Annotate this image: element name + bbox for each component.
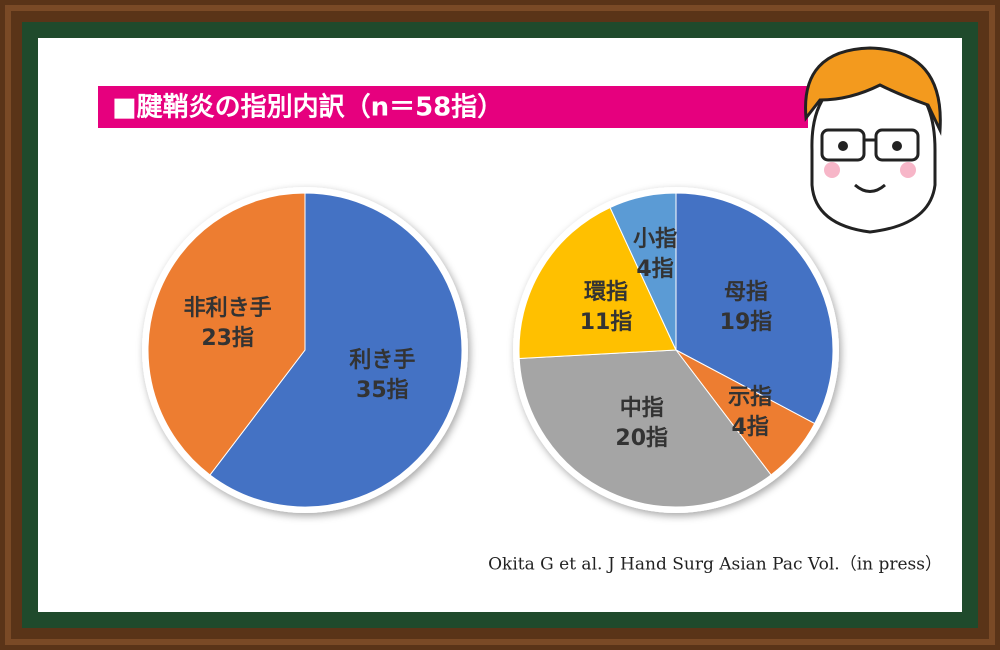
slice-name: 環指 [584,280,628,305]
slice-value: 4指 [732,415,769,440]
slice-name: 中指 [620,396,664,421]
pie-slice [518,349,772,508]
pie-slice [209,192,463,508]
slice-name: 非利き手 [184,296,272,321]
slice-name: 小指 [633,227,677,252]
title-bar [98,86,808,128]
slice-name: 母指 [724,280,768,305]
citation: Okita G et al. J Hand Surg Asian Pac Vol… [488,555,942,575]
slice-value: 11指 [580,310,633,335]
slice-name: 示指 [728,385,772,410]
slice-value: 35指 [356,378,409,403]
pie-slice [518,206,677,360]
title: ■腱鞘炎の指別内訳（n＝58指） [112,92,503,123]
face [804,46,942,234]
slice-value: 19指 [720,310,773,335]
slice-value: 23指 [201,326,254,351]
pie-slice [609,192,677,351]
pie-slice [147,192,306,476]
slice-name: 利き手 [349,348,415,373]
frame-inner [5,5,995,645]
slice-value: 4指 [636,257,673,282]
slice-value: 20指 [615,426,668,451]
pie-slice [675,192,834,425]
